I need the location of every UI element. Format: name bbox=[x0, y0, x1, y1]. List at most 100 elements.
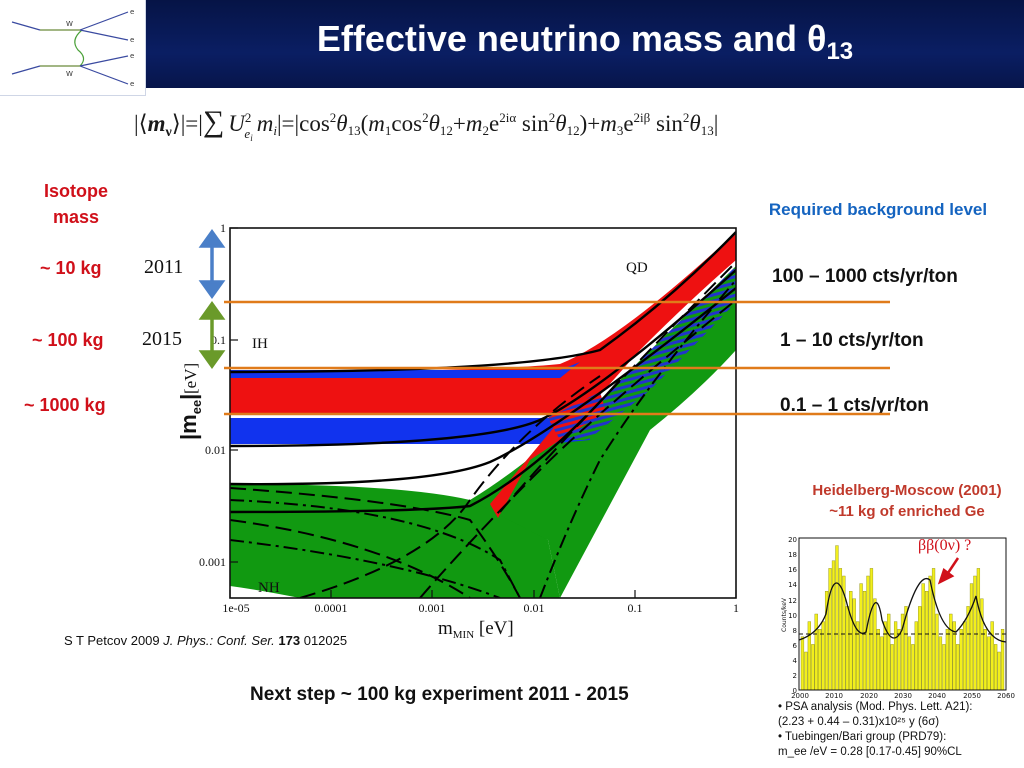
bb0nu-label: ββ(0ν) ? bbox=[918, 537, 972, 554]
hm-y-tick-2: 2 bbox=[793, 672, 797, 680]
hm-x-tick-2050: 2050 bbox=[963, 692, 981, 700]
hm-y-tick-10: 10 bbox=[788, 612, 797, 620]
hm-bar bbox=[980, 598, 984, 691]
hm-fit-curve bbox=[798, 577, 1007, 643]
svg-text:e: e bbox=[130, 80, 134, 88]
background-level-1: 100 – 1000 cts/yr/ton bbox=[772, 266, 958, 287]
svg-text:W: W bbox=[66, 70, 73, 78]
hm-bar bbox=[966, 606, 970, 691]
hm-bar bbox=[949, 613, 953, 691]
hm-y-tick-16: 16 bbox=[788, 566, 797, 574]
hm-bar bbox=[876, 629, 880, 691]
hm-bar bbox=[866, 575, 870, 691]
hm-bar bbox=[859, 583, 863, 691]
x-tick-0.1: 0.1 bbox=[628, 601, 643, 615]
hm-bar bbox=[990, 621, 994, 691]
hm-bar bbox=[807, 621, 811, 691]
svg-text:e: e bbox=[130, 52, 134, 60]
hm-bar bbox=[883, 621, 887, 691]
hm-bar bbox=[800, 636, 805, 691]
hm-x-tick-2030: 2030 bbox=[894, 692, 912, 700]
y-tick-0.001: 0.001 bbox=[199, 555, 226, 569]
arrow-2015 bbox=[198, 300, 226, 370]
hm-bar bbox=[931, 568, 936, 691]
psa-note-4: m_ee /eV = 0.28 [0.17-0.45] 90%CL bbox=[778, 746, 962, 758]
hm-bar bbox=[938, 636, 943, 691]
hm-bar bbox=[887, 613, 891, 691]
psa-notes: • PSA analysis (Mod. Phys. Lett. A21): (… bbox=[778, 700, 1024, 760]
svg-text:e: e bbox=[130, 36, 134, 44]
hm-x-tick-2060: 2060 bbox=[997, 692, 1015, 700]
svg-text:[eV]: [eV] bbox=[181, 363, 200, 394]
hm-bar bbox=[852, 598, 856, 691]
title-bar: Effective neutrino mass and θ13 bbox=[0, 0, 1024, 88]
ih-hatch-band bbox=[548, 392, 606, 440]
hm-bar bbox=[814, 613, 818, 691]
hm-bar bbox=[907, 636, 912, 691]
hm-y-tick-0: 0 bbox=[793, 687, 797, 695]
hm-bar bbox=[976, 568, 981, 691]
annotation-ih: IH bbox=[252, 336, 268, 352]
y-tick-0.01: 0.01 bbox=[205, 443, 226, 457]
hm-y-tick-6: 6 bbox=[793, 642, 798, 650]
hm-bar bbox=[987, 636, 991, 691]
heidelberg-moscow-title: Heidelberg-Moscow (2001) ~11 kg of enric… bbox=[812, 482, 1002, 520]
hm-bar bbox=[921, 583, 925, 691]
hm-bar bbox=[973, 575, 977, 691]
hm-bar bbox=[914, 621, 918, 691]
year-2011: 2011 bbox=[144, 256, 184, 278]
x-tick-1e-05: 1e-05 bbox=[222, 601, 249, 615]
next-step-text: Next step ~ 100 kg experiment 2011 - 201… bbox=[250, 684, 629, 705]
citation: S T Petcov 2009 J. Phys.: Conf. Ser. 173… bbox=[64, 633, 348, 648]
x-tick-0.001: 0.001 bbox=[419, 601, 446, 615]
background-level-2: 1 – 10 cts/yr/ton bbox=[780, 330, 924, 351]
hm-x-tick-2040: 2040 bbox=[928, 692, 946, 700]
hm-bar bbox=[862, 591, 867, 691]
hm-x-tick-2010: 2010 bbox=[825, 692, 843, 700]
hm-y-tick-20: 20 bbox=[788, 536, 797, 544]
hm-bar bbox=[1000, 629, 1005, 691]
hm-bar bbox=[918, 606, 922, 691]
hm-y-tick-8: 8 bbox=[793, 627, 797, 635]
hm-bar bbox=[873, 598, 877, 691]
y-tick-0.1: 0.1 bbox=[211, 333, 226, 347]
psa-note-2: (2.23 + 0.44 – 0.31)x10²⁵ y (6σ) bbox=[778, 716, 940, 728]
hm-bar bbox=[845, 606, 849, 691]
hm-bars bbox=[800, 545, 1005, 691]
svg-text:e: e bbox=[130, 8, 134, 16]
x-tick-0.0001: 0.0001 bbox=[315, 601, 348, 615]
hm-bar bbox=[969, 583, 974, 691]
hm-bar bbox=[994, 644, 998, 691]
isotope-mass-header: Isotope mass bbox=[43, 181, 108, 227]
hm-bar bbox=[890, 644, 894, 691]
y-axis-label: |mee| [eV] bbox=[176, 363, 204, 440]
y-tick-1: 1 bbox=[220, 221, 226, 235]
effective-mass-formula: |⟨mν⟩|=|∑ U2 eimi|=|cos2θ13(m1cos2θ12+m2e2… bbox=[134, 104, 854, 144]
hm-bar bbox=[880, 636, 884, 691]
hm-bar bbox=[821, 621, 825, 691]
hm-bar bbox=[804, 651, 808, 691]
hm-bar bbox=[828, 568, 832, 691]
annotation-nh: NH bbox=[258, 580, 280, 596]
hm-bar bbox=[928, 575, 932, 691]
hm-bar bbox=[959, 629, 963, 691]
hm-y-tick-14: 14 bbox=[788, 581, 797, 589]
x-tick-0.01: 0.01 bbox=[524, 601, 545, 615]
hm-x-tick-2020: 2020 bbox=[860, 692, 878, 700]
hm-bar bbox=[997, 651, 1001, 691]
bb-arrow bbox=[937, 557, 960, 585]
hm-bar bbox=[811, 644, 815, 691]
hm-bar bbox=[831, 560, 836, 691]
svg-text:W: W bbox=[66, 20, 73, 28]
hm-spectrum-inset: 20 18 16 14 12 10 8 6 4 2 0 2000 2010 20… bbox=[778, 532, 1024, 700]
hm-bar bbox=[893, 621, 898, 691]
hm-bar bbox=[835, 545, 839, 691]
hm-bar bbox=[911, 644, 915, 691]
x-tick-1: 1 bbox=[733, 601, 739, 615]
arrow-2011 bbox=[198, 228, 226, 300]
isotope-mass-1000kg: ~ 1000 kg bbox=[24, 395, 106, 415]
svg-text:|mee|: |mee| bbox=[176, 394, 204, 440]
psa-note-3: • Tuebingen/Bari group (PRD79): bbox=[778, 731, 947, 743]
